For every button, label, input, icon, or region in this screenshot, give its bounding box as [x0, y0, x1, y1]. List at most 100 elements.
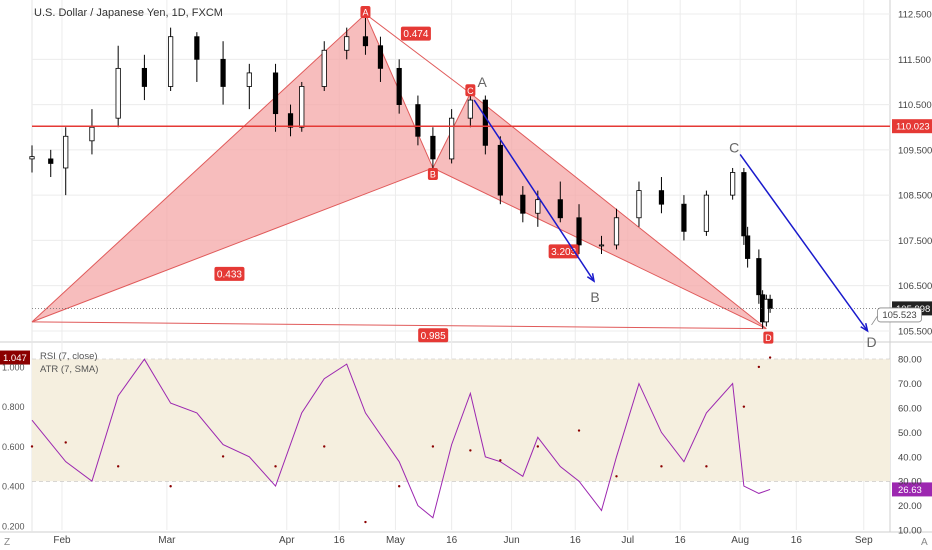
candle-body	[220, 58, 226, 87]
projection-arrow-ab	[473, 99, 595, 282]
ratio-ac-label: 0.474	[403, 29, 428, 40]
atr-point	[323, 445, 326, 448]
point-c-badge	[465, 84, 476, 97]
candle-body	[362, 36, 369, 47]
candle-body	[430, 135, 436, 160]
atr-tick-label: 1.000	[2, 362, 25, 372]
x-tick-label: Feb	[53, 535, 71, 546]
price-tick-label: 110.500	[898, 100, 932, 111]
x-tick-label: 16	[446, 535, 458, 546]
atr-tick-label: 0.200	[2, 522, 25, 532]
candle-body	[344, 36, 350, 51]
candle-body	[63, 135, 69, 169]
candle-body	[29, 156, 35, 160]
price-tick-label: 108.500	[898, 191, 932, 202]
projection-callout-box	[877, 307, 922, 323]
rsi-tick-label: 70.00	[898, 379, 922, 390]
candle-body	[115, 67, 121, 119]
atr-tick-label: 0.800	[2, 402, 25, 412]
rsi-tick-label: 20.00	[898, 501, 922, 512]
candle-body	[415, 104, 421, 137]
x-tick-label: Sep	[855, 535, 873, 546]
projection-arrow-ab-head	[586, 273, 596, 283]
resistance-price-label: 110.023	[896, 122, 930, 133]
atr-point	[499, 459, 502, 462]
ratio-ac-box	[400, 26, 431, 41]
atr-point	[397, 485, 401, 488]
candle-body	[730, 172, 736, 196]
indicator-series: 26.63 1.047	[0, 350, 932, 524]
projection-c-label: C	[729, 139, 739, 155]
atr-point	[169, 485, 172, 488]
rsi-tick-label: 30.00	[898, 477, 922, 488]
point-d-badge	[763, 331, 774, 344]
projection-a-label: A	[477, 74, 487, 90]
ratio-xb-label: 0.433	[217, 269, 242, 280]
price-tick-label: 107.500	[898, 236, 932, 247]
candle-body	[396, 67, 402, 105]
atr-value-box	[0, 350, 30, 365]
candle-body	[272, 72, 279, 115]
candle-body	[658, 190, 665, 205]
x-tick-label: Jun	[504, 535, 520, 546]
footer-right-glyph[interactable]: A	[921, 537, 928, 548]
atr-tick-label: 0.600	[2, 442, 25, 452]
price-tick-label: 105.500	[898, 326, 932, 337]
rsi-tick-label: 40.00	[898, 452, 922, 463]
candle-body	[194, 36, 200, 60]
atr-point	[705, 465, 708, 468]
candle-body	[287, 113, 294, 128]
candle-body	[482, 99, 488, 146]
candle-body	[576, 217, 582, 246]
candle-body	[745, 235, 751, 259]
rsi-value-box	[892, 482, 932, 497]
projection-callout-label: 105.523	[882, 310, 916, 321]
candle-body	[299, 86, 305, 128]
candle-body	[449, 117, 455, 160]
axes: Feb Mar Apr 16 May 16 Jun 16 Jul 16 Aug 16 Sep 112.50…	[2, 10, 932, 546]
candle-body	[246, 72, 252, 87]
candle-body	[636, 190, 642, 219]
point-b-label: B	[430, 169, 436, 179]
atr-point	[536, 445, 540, 448]
candle-body	[497, 144, 503, 196]
atr-point	[274, 465, 277, 468]
candle-body	[89, 126, 95, 142]
resistance-price-box	[892, 119, 932, 134]
atr-point	[577, 429, 581, 432]
x-tick-label: Aug	[731, 535, 749, 546]
candle-body	[763, 298, 769, 323]
rsi-tick-label: 60.00	[898, 404, 922, 415]
ratio-xb-box	[214, 266, 245, 281]
footer-left-glyph[interactable]: Z	[4, 537, 10, 548]
candle-body	[703, 194, 710, 232]
atr-tick-label: 0.400	[2, 482, 25, 492]
candle-body	[756, 258, 762, 296]
price-tick-label: 111.500	[898, 55, 931, 66]
atr-point	[64, 441, 67, 444]
point-b-badge	[427, 167, 438, 180]
ratio-xd-box	[418, 328, 449, 343]
candle-body	[321, 49, 327, 87]
point-c-label: C	[467, 86, 474, 96]
candle-body	[168, 36, 174, 87]
x-tick-label: 16	[570, 535, 582, 546]
atr-point	[221, 455, 225, 458]
candle-body	[613, 217, 620, 246]
atr-value-label: 1.047	[3, 353, 27, 364]
projection-d-label: D	[866, 334, 876, 350]
chart-title: U.S. Dollar / Japanese Yen, 1D, FXCM	[34, 7, 223, 19]
pattern-line-xd	[31, 321, 767, 330]
rsi-tick-label: 10.00	[898, 526, 922, 537]
atr-point	[116, 465, 120, 468]
candle-body	[48, 158, 54, 164]
candle-body	[557, 199, 563, 219]
candle-body	[741, 172, 747, 237]
projection-arrow-cd-head	[860, 322, 869, 333]
atr-point	[469, 449, 472, 452]
candle-body	[598, 244, 605, 247]
candle-body	[681, 203, 687, 232]
price-tick-label: 112.500	[898, 10, 932, 21]
x-tick-label: May	[386, 535, 405, 546]
